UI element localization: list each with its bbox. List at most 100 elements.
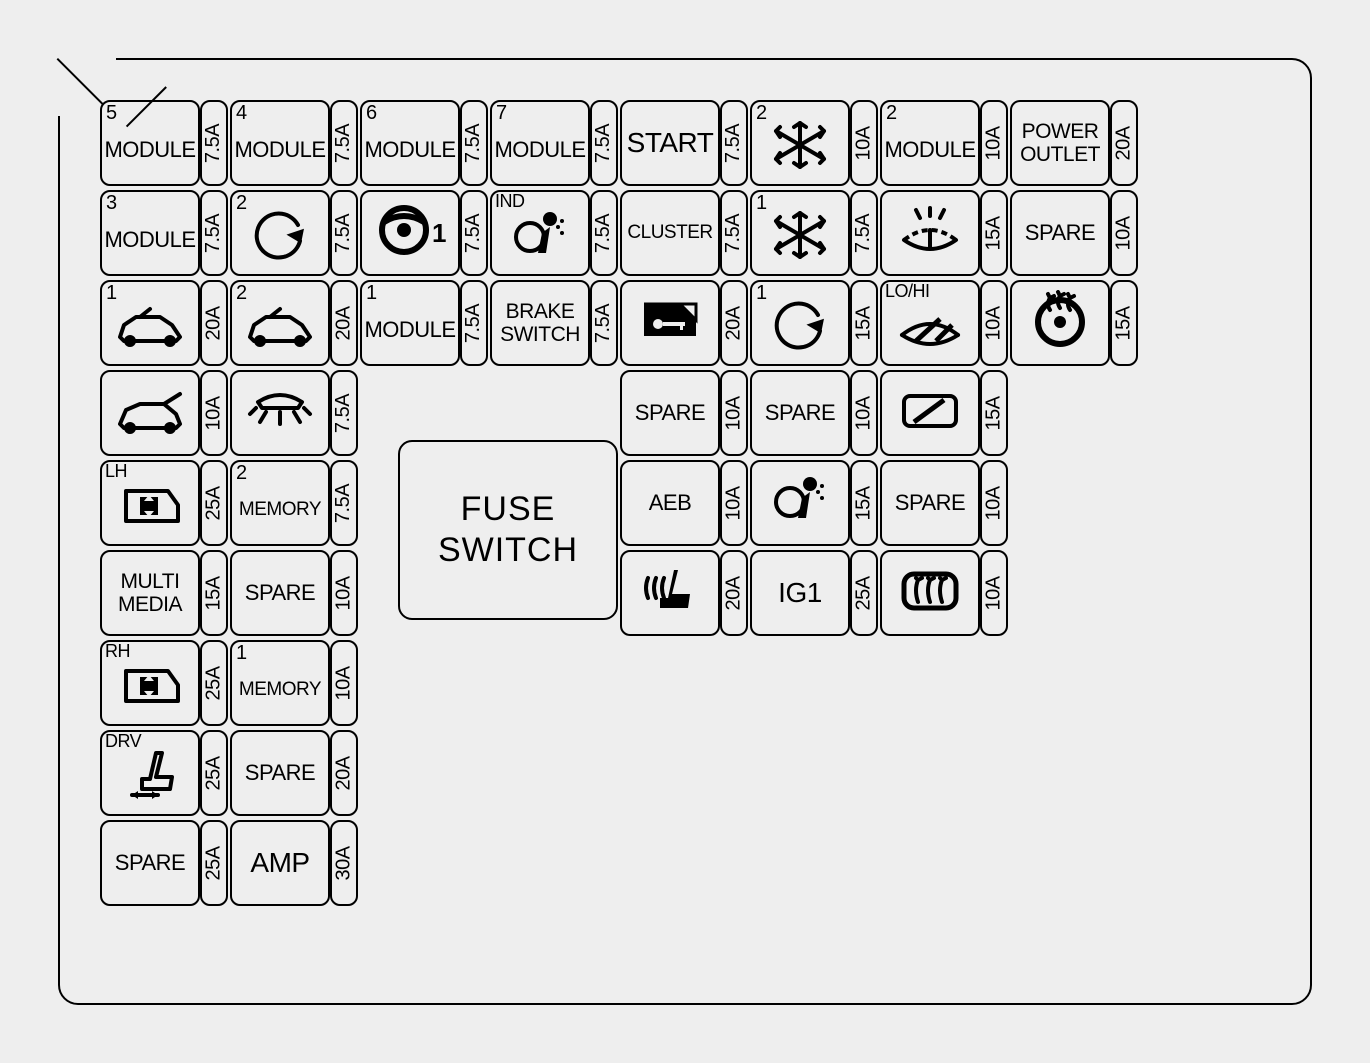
fuse-corner-num: 2 <box>236 462 247 484</box>
fuse-corner-num: 3 <box>106 192 117 214</box>
fuse-corner-num: 1 <box>756 282 767 304</box>
fuse-amp-text: 20A <box>333 306 356 340</box>
fuse-amp-5-4: 20A <box>720 550 748 636</box>
fuse-label-4-1: 2 MEMORY <box>230 460 330 546</box>
fuse-label-text: MEMORY <box>239 680 321 701</box>
fuse-corner-num: 7 <box>496 102 507 124</box>
fuse-label-text: MODULE <box>494 138 585 162</box>
heated-steering-icon <box>1020 290 1100 355</box>
fuse-label-5-1: SPARE <box>230 550 330 636</box>
fuse-label-0-1: 4MODULE <box>230 100 330 186</box>
fuse-label-text: MODULE <box>104 138 195 162</box>
fuse-corner-text: LO/HI <box>885 282 930 302</box>
fuse-switch-label: FUSESWITCH <box>438 489 578 571</box>
fuse-amp-0-2: 7.5A <box>460 100 488 186</box>
fuse-label-text: MODULE <box>364 138 455 162</box>
rotate-icon <box>240 205 320 270</box>
fuse-label-2-6: LO/HI <box>880 280 980 366</box>
fuse-label-1-0: 3 MODULE <box>100 190 200 276</box>
fuse-label-text: MEMORY <box>239 500 321 521</box>
fuse-amp-text: 15A <box>853 306 876 340</box>
fuse-label-5-0: MULTIMEDIA <box>100 550 200 636</box>
fuse-amp-text: 7.5A <box>593 213 616 252</box>
fuse-label-text: CLUSTER <box>627 223 712 244</box>
power-seat-icon <box>110 745 190 810</box>
fuse-label-6-1: 1MEMORY <box>230 640 330 726</box>
fuse-label-6-0: RH <box>100 640 200 726</box>
fuse-amp-text: 7.5A <box>203 123 226 162</box>
fuse-amp-7-0: 25A <box>200 730 228 816</box>
fuse-amp-text: 7.5A <box>593 303 616 342</box>
fuse-label-4-4: AEB <box>620 460 720 546</box>
fuse-amp-text: 25A <box>203 666 226 700</box>
fuse-amp-text: 7.5A <box>333 123 356 162</box>
fuse-corner-num: 1 <box>106 282 117 304</box>
fuse-amp-0-6: 10A <box>980 100 1008 186</box>
fuse-amp-text: 15A <box>853 486 876 520</box>
fuse-amp-text: 7.5A <box>333 483 356 522</box>
fuse-label-0-2: 6MODULE <box>360 100 460 186</box>
fuse-label-2-7 <box>1010 280 1110 366</box>
fuse-amp-5-0: 15A <box>200 550 228 636</box>
fuse-label-text: SPARE <box>245 581 315 605</box>
fuse-label-3-1 <box>230 370 330 456</box>
fuse-label-3-4: SPARE <box>620 370 720 456</box>
fuse-amp-text: 10A <box>1113 216 1136 250</box>
fuse-amp-text: 15A <box>983 396 1006 430</box>
fuse-label-1-4: CLUSTER <box>620 190 720 276</box>
fuse-label-4-6: SPARE <box>880 460 980 546</box>
fuse-amp-3-5: 10A <box>850 370 878 456</box>
fuse-amp-5-1: 10A <box>330 550 358 636</box>
fuse-corner-num: 2 <box>886 102 897 124</box>
seat-heater-icon <box>630 560 710 625</box>
fuse-amp-1-2: 7.5A <box>460 190 488 276</box>
fuse-amp-1-7: 10A <box>1110 190 1138 276</box>
fuse-amp-text: 15A <box>203 576 226 610</box>
fuse-amp-text: 7.5A <box>333 213 356 252</box>
fuse-amp-text: 10A <box>203 396 226 430</box>
snowflake-icon <box>760 205 840 270</box>
fuse-amp-text: 10A <box>983 306 1006 340</box>
fuse-amp-text: 10A <box>853 126 876 160</box>
fuse-label-5-5: IG1 <box>750 550 850 636</box>
fuse-amp-text: 15A <box>983 216 1006 250</box>
fuse-amp-3-6: 15A <box>980 370 1008 456</box>
fuse-amp-text: 7.5A <box>203 213 226 252</box>
power-window-icon <box>110 475 190 540</box>
fuse-amp-2-6: 10A <box>980 280 1008 366</box>
fuse-amp-4-0: 25A <box>200 460 228 546</box>
fuse-corner-num: 5 <box>106 102 117 124</box>
fuse-amp-3-4: 10A <box>720 370 748 456</box>
rotate-icon <box>760 295 840 360</box>
fuse-label-7-0: DRV <box>100 730 200 816</box>
fuse-label-text: AMP <box>250 848 309 879</box>
steering1-icon: 1 <box>370 200 450 265</box>
fuse-amp-4-4: 10A <box>720 460 748 546</box>
fuse-label-text: SPARE <box>1025 221 1095 245</box>
fuse-amp-text: 25A <box>853 576 876 610</box>
fuse-amp-0-3: 7.5A <box>590 100 618 186</box>
fuse-label-text: SPARE <box>765 401 835 425</box>
fuse-amp-text: 7.5A <box>463 303 486 342</box>
fuse-label-0-3: 7 MODULE <box>490 100 590 186</box>
fuse-label-text: MODULE <box>104 228 195 252</box>
fuse-label-4-0: LH <box>100 460 200 546</box>
washer-icon <box>890 200 970 265</box>
fuse-amp-3-0: 10A <box>200 370 228 456</box>
fuse-amp-text: 10A <box>333 576 356 610</box>
fuse-label-5-6 <box>880 550 980 636</box>
fuse-amp-1-6: 15A <box>980 190 1008 276</box>
fuse-amp-text: 20A <box>723 306 746 340</box>
fuse-label-8-0: SPARE <box>100 820 200 906</box>
fuse-label-1-7: SPARE <box>1010 190 1110 276</box>
fuse-amp-text: 7.5A <box>593 123 616 162</box>
fuse-amp-2-3: 7.5A <box>590 280 618 366</box>
fuse-amp-1-5: 7.5A <box>850 190 878 276</box>
fuse-amp-text: 10A <box>723 486 746 520</box>
fuse-amp-8-0: 25A <box>200 820 228 906</box>
svg-text:1: 1 <box>432 218 446 248</box>
fuse-amp-4-5: 15A <box>850 460 878 546</box>
fuse-amp-1-3: 7.5A <box>590 190 618 276</box>
fuse-amp-0-7: 20A <box>1110 100 1138 186</box>
fuse-label-2-2: 1MODULE <box>360 280 460 366</box>
